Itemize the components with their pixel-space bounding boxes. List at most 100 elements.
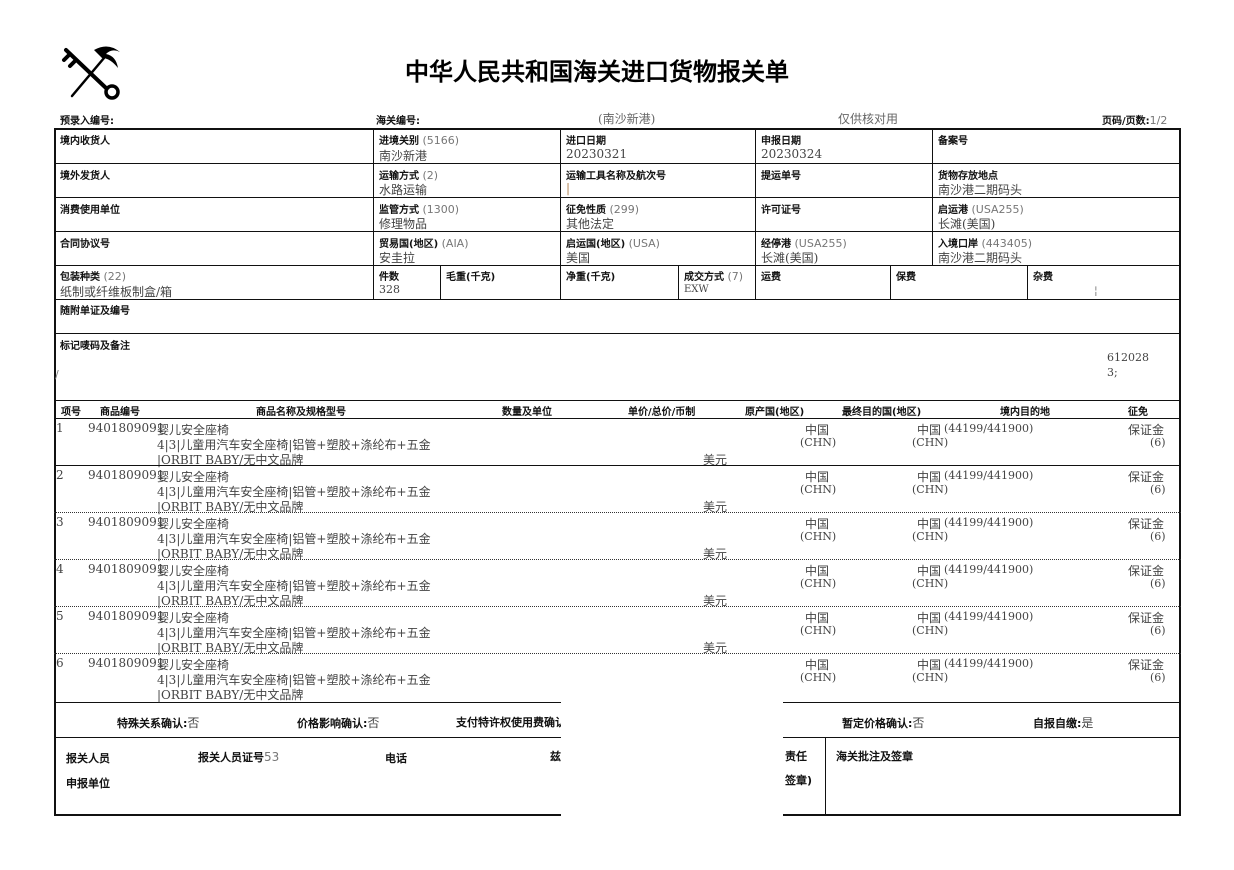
item-dest-code: (CHN) <box>912 483 949 496</box>
item-origin: 中国 <box>805 470 830 484</box>
item-dest-code: (CHN) <box>912 671 949 684</box>
gross-weight-label: 毛重(千克) <box>446 272 496 283</box>
deal-value: EXW <box>684 284 709 295</box>
col-code: 商品编号 <box>100 407 140 418</box>
entry-port-label: 入境口岸 (443405) <box>938 235 1032 250</box>
item-origin-code: (CHN) <box>800 624 837 637</box>
item-name: 婴儿安全座椅 <box>157 658 230 672</box>
item-levy-code: (6) <box>1150 530 1166 543</box>
item-code: 9401809091 <box>88 562 165 576</box>
declarant-id: 报关人员证号53 <box>198 749 279 765</box>
item-origin-code: (CHN) <box>800 530 837 543</box>
item-row <box>54 653 1181 654</box>
declarant-id-value: 53 <box>264 750 280 764</box>
item-name: 婴儿安全座椅 <box>157 470 230 484</box>
item-levy: 保证金 <box>1128 470 1165 484</box>
marks-value-2: 3; <box>1107 366 1118 379</box>
entry-port-value: 南沙港二期码头 <box>938 251 1023 265</box>
item-currency: 美元 <box>703 594 728 608</box>
col-qty: 数量及单位 <box>502 407 552 418</box>
package-value: 纸制或纤维板制盒/箱 <box>60 285 173 299</box>
page-label: 页码/页数:1/2 <box>1102 112 1167 127</box>
levy-code: (299) <box>609 203 640 216</box>
entry-customs-code: (5166) <box>422 134 460 147</box>
trade-country-code: (AIA) <box>441 237 469 250</box>
item-spec-2: |ORBIT BABY/无中文品牌 <box>157 547 304 561</box>
declare-date-value: 20230324 <box>761 147 823 161</box>
entry-customs-label-text: 进境关别 <box>379 136 419 147</box>
item-levy: 保证金 <box>1128 423 1165 437</box>
declare-unit-label: 申报单位 <box>66 777 110 790</box>
deal-label-text: 成交方式 <box>684 272 724 283</box>
item-origin: 中国 <box>805 611 830 625</box>
self-value: 是 <box>1081 716 1094 730</box>
item-no: 6 <box>56 656 64 670</box>
supervision-code: (1300) <box>422 203 460 216</box>
item-no: 5 <box>56 609 64 623</box>
provisional-price: 暂定价格确认:否 <box>842 714 924 731</box>
item-code: 9401809091 <box>88 515 165 529</box>
self-declare: 自报自缴:是 <box>1033 714 1093 731</box>
verify-note: 仅供核对用 <box>838 112 899 126</box>
item-no: 2 <box>56 468 64 482</box>
col-origin: 原产国(地区) <box>745 407 805 418</box>
responsibility-partial: 责任 <box>785 750 807 763</box>
transport-mode-value: 水路运输 <box>379 183 428 197</box>
provisional-value: 否 <box>912 716 925 730</box>
item-dest: 中国 <box>917 658 942 672</box>
redaction-block <box>561 698 783 823</box>
item-levy: 保证金 <box>1128 564 1165 578</box>
item-levy-code: (6) <box>1150 577 1166 590</box>
package-label: 包装种类 (22) <box>60 268 126 283</box>
import-date-value: 20230321 <box>566 147 628 161</box>
item-spec-1: 4|3|儿童用汽车安全座椅|铝管+塑胶+涤纶布+五金 <box>157 532 431 546</box>
trade-country-label: 贸易国(地区) (AIA) <box>379 235 469 250</box>
shipper-label: 境外发货人 <box>60 171 110 182</box>
special-value: 否 <box>187 716 200 730</box>
supervision-value: 修理物品 <box>379 217 428 231</box>
package-label-text: 包装种类 <box>60 272 100 283</box>
item-name: 婴儿安全座椅 <box>157 423 230 437</box>
storage-value: 南沙港二期码头 <box>938 183 1023 197</box>
item-spec-1: 4|3|儿童用汽车安全座椅|铝管+塑胶+涤纶布+五金 <box>157 673 431 687</box>
entry-customs-value: 南沙新港 <box>379 149 428 163</box>
item-spec-1: 4|3|儿童用汽车安全座椅|铝管+塑胶+涤纶布+五金 <box>157 579 431 593</box>
supervision-label: 监管方式 (1300) <box>379 201 459 216</box>
seal-partial: 签章) <box>785 774 813 787</box>
customs-sign-label: 海关批注及签章 <box>836 750 913 763</box>
bl-label: 提运单号 <box>761 171 801 182</box>
col-name: 商品名称及规格型号 <box>256 407 346 418</box>
transport-mode-label: 运输方式 (2) <box>379 167 438 182</box>
item-origin: 中国 <box>805 423 830 437</box>
item-origin-code: (CHN) <box>800 577 837 590</box>
freight-label: 运费 <box>761 272 781 283</box>
origin-country-label-text: 启运国(地区) <box>566 239 626 250</box>
price-label: 价格影响确认: <box>297 717 368 730</box>
record-no-label: 备案号 <box>938 136 968 147</box>
transit-port-label-text: 经停港 <box>761 239 791 250</box>
item-row <box>54 606 1181 607</box>
item-currency: 美元 <box>703 500 728 514</box>
item-currency: 美元 <box>703 641 728 655</box>
package-code: (22) <box>103 270 127 283</box>
item-currency: 美元 <box>703 453 728 467</box>
departure-port-value: 长滩(美国) <box>938 217 996 231</box>
item-row <box>54 559 1181 560</box>
special-label: 特殊关系确认: <box>117 717 188 730</box>
storage-label: 货物存放地点 <box>938 171 998 182</box>
transit-port-label: 经停港 (USA255) <box>761 235 847 250</box>
item-levy-code: (6) <box>1150 436 1166 449</box>
col-no: 项号 <box>61 407 81 418</box>
port-note: (南沙新港) <box>598 112 656 126</box>
entry-customs-label: 进境关别 (5166) <box>379 132 459 147</box>
item-levy-code: (6) <box>1150 671 1166 684</box>
transport-mode-label-text: 运输方式 <box>379 171 419 182</box>
contract-label: 合同协议号 <box>60 239 110 250</box>
item-currency: 美元 <box>703 547 728 561</box>
item-dest: 中国 <box>917 611 942 625</box>
item-row <box>54 512 1181 513</box>
vessel-label: 运输工具名称及航次号 <box>566 171 666 182</box>
supervision-label-text: 监管方式 <box>379 205 419 216</box>
price-value: 否 <box>367 716 380 730</box>
customs-emblem-logo <box>62 46 120 100</box>
